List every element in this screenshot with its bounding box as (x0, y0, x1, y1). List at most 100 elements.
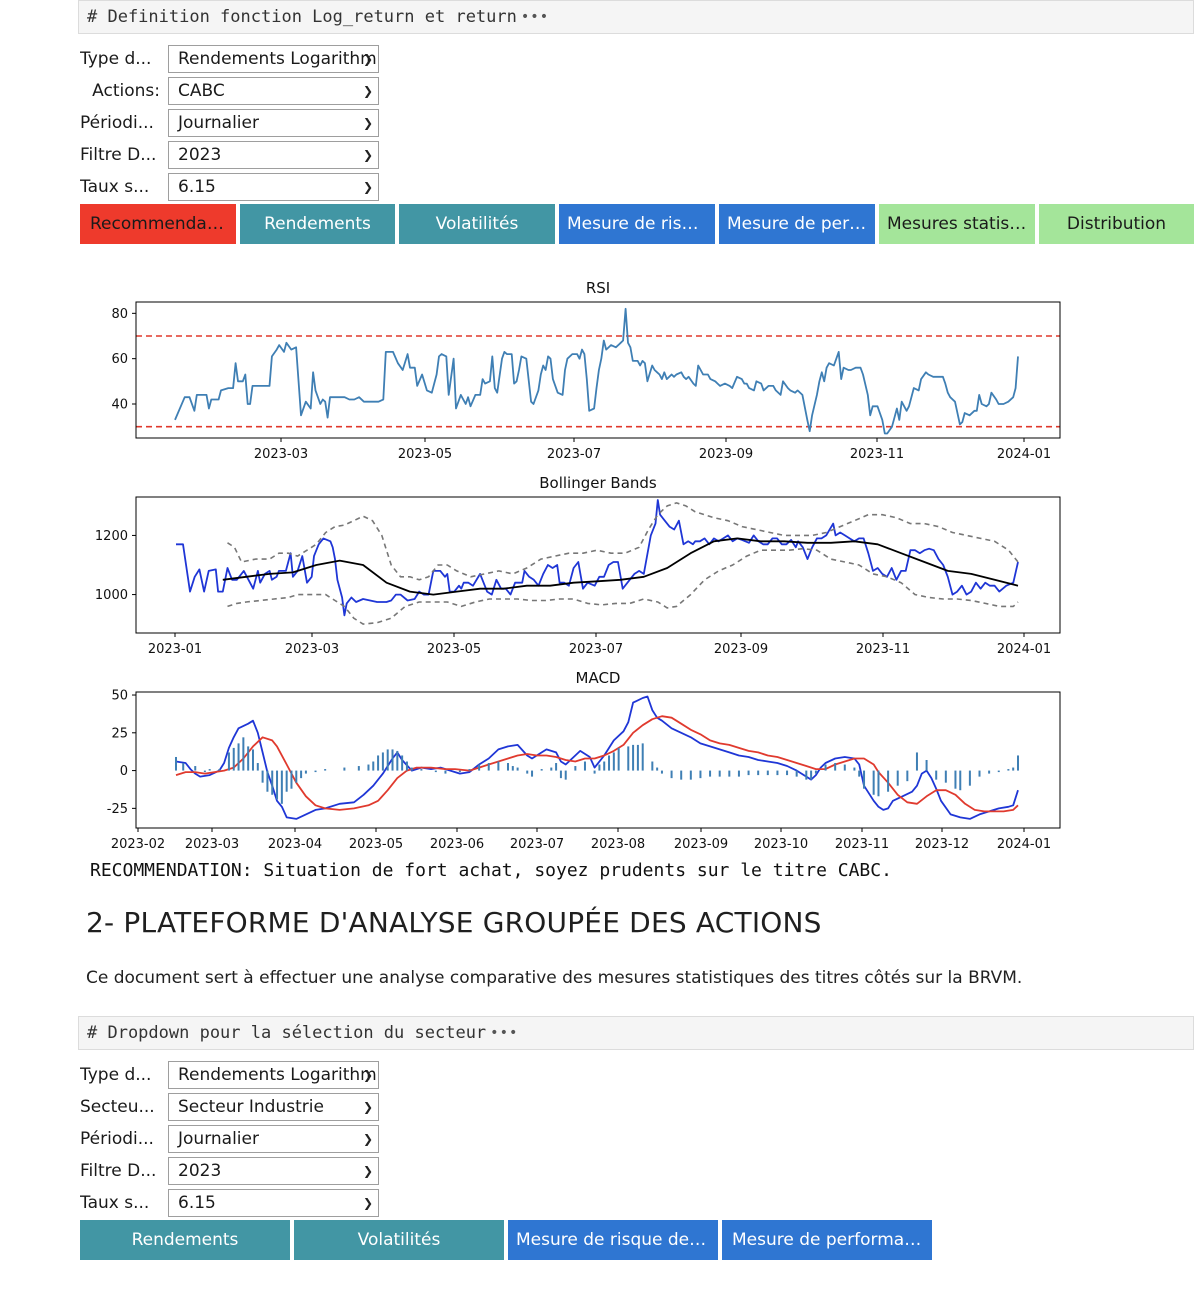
rate-select[interactable]: 6.15 ❯ (168, 173, 379, 201)
histogram-bar (877, 770, 880, 797)
histogram-bar (478, 764, 481, 771)
histogram-bar (925, 760, 928, 771)
x-tick-label: 2024-01 (997, 642, 1051, 657)
histogram-bar (434, 770, 437, 773)
rendements-button-2[interactable]: Rendements (80, 1220, 290, 1260)
histogram-bar (251, 749, 254, 771)
rate-select[interactable]: 6.15 ❯ (168, 1189, 379, 1217)
date-filter-label: Filtre D... (80, 1161, 157, 1181)
collapsed-code-icon[interactable]: ••• (490, 1025, 519, 1041)
section-heading: 2- PLATEFORME D'ANALYSE GROUPÉE DES ACTI… (86, 906, 822, 939)
histogram-bar (391, 749, 394, 771)
histogram-bar (834, 763, 837, 771)
indicator-charts: RSI 2023-03 2023-05 2023-07 2023-09 2023-11 20… (95, 279, 1061, 852)
y-tick-label: 1200 (95, 529, 128, 544)
histogram-bar (290, 770, 293, 789)
mesures-statistiques-button[interactable]: Mesures statistiques (879, 204, 1035, 244)
x-tick-label: 2024-01 (997, 837, 1051, 852)
mesure-risque-button-2[interactable]: Mesure de risque des actions (508, 1220, 718, 1260)
chart-title: Bollinger Bands (539, 474, 657, 492)
histogram-bar (766, 770, 769, 776)
histogram-bar (906, 770, 909, 782)
distribution-button[interactable]: Distribution (1039, 204, 1194, 244)
sector-select[interactable]: Secteur Industrie ❯ (168, 1093, 379, 1121)
actions-select[interactable]: CABC ❯ (168, 77, 379, 105)
histogram-bar (540, 769, 543, 771)
x-tick-label: 2023-04 (268, 837, 322, 852)
type-select[interactable]: Rendements Logarithmiques❯ (168, 1061, 379, 1089)
y-tick-label: 80 (111, 307, 128, 322)
y-tick-label: 60 (111, 352, 128, 367)
histogram-bar (598, 764, 601, 771)
date-filter-select[interactable]: 2023 ❯ (168, 1157, 379, 1185)
periodicity-select[interactable]: Journalier ❯ (168, 1125, 379, 1153)
recommendation-button[interactable]: Recommendation (80, 204, 236, 244)
histogram-bar (564, 770, 567, 780)
histogram-bar (386, 749, 389, 771)
x-tick-label: 2023-03 (185, 837, 239, 852)
x-tick-label: 2023-05 (427, 642, 481, 657)
histogram-bar (555, 763, 558, 771)
histogram-bar (718, 770, 721, 777)
histogram-bar (497, 761, 500, 771)
histogram-bar (608, 755, 611, 771)
histogram-bar (795, 770, 798, 777)
histogram-bar (887, 770, 890, 792)
histogram-bar (612, 752, 615, 771)
x-tick-label: 2023-03 (254, 447, 308, 462)
x-tick-label: 2023-11 (856, 642, 910, 657)
series-line-lower (227, 547, 1019, 625)
histogram-bar (410, 767, 413, 771)
histogram-bar (511, 766, 514, 771)
date-filter-select[interactable]: 2023 ❯ (168, 141, 379, 169)
code-cell-sector-dropdown[interactable]: # Dropdown pour la sélection du secteur •… (78, 1016, 1194, 1050)
y-tick-label: 0 (120, 764, 128, 779)
code-cell-log-return[interactable]: # Definition fonction Log_return et retu… (78, 0, 1194, 34)
mesure-performance-button-2[interactable]: Mesure de performance (722, 1220, 932, 1260)
volatilites-button-2[interactable]: Volatilités (294, 1220, 504, 1260)
chart-2: MACD 2023-02 2023-03 2023-04 2023-05 2023-06 2… (107, 669, 1061, 852)
histogram-bar (997, 770, 1000, 773)
type-label: Type d... (80, 49, 152, 69)
collapsed-code-icon[interactable]: ••• (520, 9, 550, 25)
periodicity-select[interactable]: Journalier ❯ (168, 109, 379, 137)
x-tick-label: 2023-01 (148, 642, 202, 657)
histogram-bar (458, 770, 461, 773)
histogram-bar (314, 770, 317, 773)
code-cell-text: # Definition fonction Log_return et retu… (87, 7, 517, 27)
histogram-bar (680, 770, 683, 780)
histogram-bar (271, 770, 274, 795)
histogram-bar (593, 770, 596, 774)
mesure-risque-button[interactable]: Mesure de risque (559, 204, 715, 244)
histogram-bar (237, 743, 240, 771)
chart-1: Bollinger Bands 2023-01 2023-03 2023-05 2023… (95, 474, 1061, 657)
type-select[interactable]: Rendements Logarithmiques❯ (168, 45, 379, 73)
histogram-bar (617, 747, 620, 771)
rendements-button[interactable]: Rendements (240, 204, 395, 244)
rate-label: Taux s... (80, 177, 150, 197)
histogram-bar (863, 770, 866, 789)
histogram-bar (689, 770, 692, 780)
histogram-bar (506, 763, 509, 771)
histogram-bar (247, 746, 250, 771)
plot-frame (135, 691, 1061, 829)
histogram-bar (280, 770, 283, 804)
histogram-bar (266, 770, 269, 792)
histogram-bar (786, 770, 789, 776)
y-tick-label: 40 (111, 398, 128, 413)
histogram-bar (636, 744, 639, 771)
chart-title: MACD (576, 669, 621, 687)
histogram-bar (194, 766, 197, 771)
histogram-bar (1007, 769, 1010, 771)
x-tick-label: 2023-11 (850, 447, 904, 462)
histogram-bar (737, 770, 740, 777)
histogram-bar (531, 770, 534, 777)
histogram-bar (304, 770, 307, 774)
y-tick-label: -25 (107, 802, 128, 817)
histogram-bar (915, 752, 918, 771)
type-label: Type d... (80, 1065, 152, 1085)
x-tick-label: 2023-07 (547, 447, 601, 462)
mesure-performance-button[interactable]: Mesure de performance (719, 204, 875, 244)
histogram-bar (526, 770, 529, 774)
volatilites-button[interactable]: Volatilités (399, 204, 555, 244)
